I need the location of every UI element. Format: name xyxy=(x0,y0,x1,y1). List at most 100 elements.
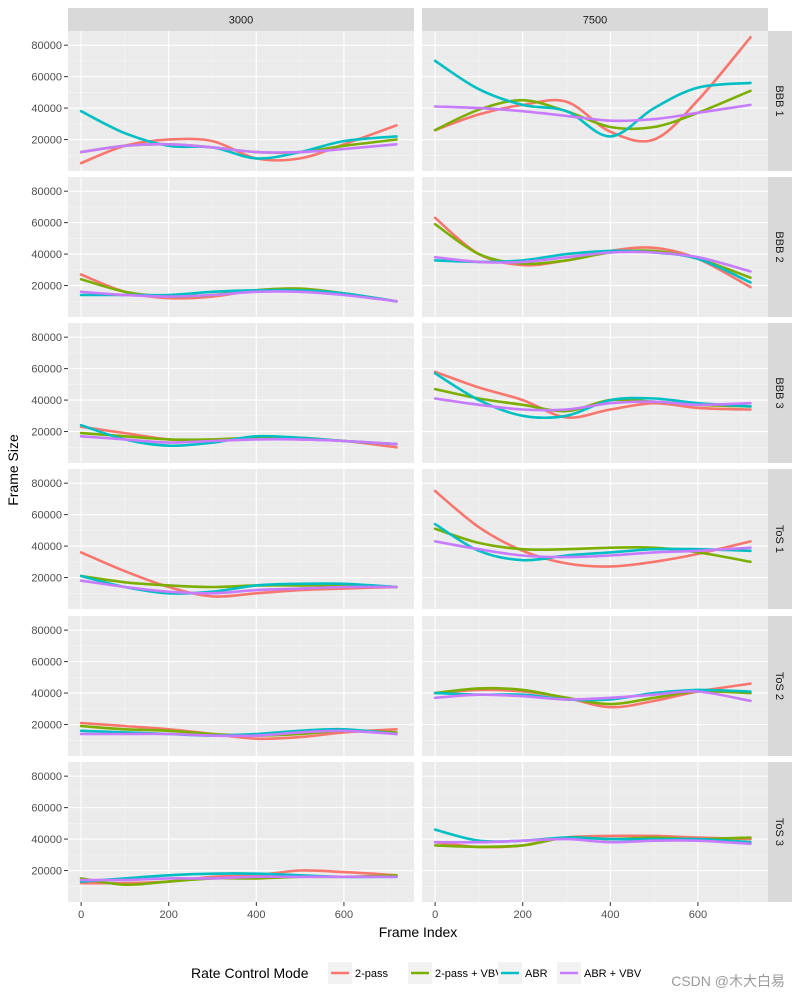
y-tick-label: 60000 xyxy=(31,803,62,815)
series-line-2-pass xyxy=(79,869,398,885)
x-tick-label: 0 xyxy=(78,909,84,921)
legend-item-2-pass: 2-pass xyxy=(328,962,389,984)
legend-label: ABR xyxy=(525,968,548,980)
panel-tos-1-7500 xyxy=(422,469,768,609)
row-strips: BBB 1 BBB 2 BBB 3 ToS 1 ToS 2 ToS 3 xyxy=(768,31,792,902)
panel-bbb-3-7500 xyxy=(422,323,768,463)
legend-label: ABR + VBV xyxy=(584,968,642,980)
y-tick-label: 20000 xyxy=(31,427,62,439)
row-strip-bbb-3 xyxy=(768,323,792,463)
panel-bbb-3-3000 xyxy=(68,323,414,463)
x-axis: 0 200 400 600 0 200 400 600 xyxy=(78,902,707,921)
y-axis: 20000 40000 60000 80000 20000 40000 60000 80000… xyxy=(31,40,68,878)
legend-item-abr: ABR xyxy=(498,962,548,984)
legend: Rate Control Mode 2-pass 2-pass + VBV ABR A… xyxy=(191,962,642,984)
row-strip-label: ToS 3 xyxy=(773,818,785,846)
row-strip-bbb-2 xyxy=(768,177,792,317)
column-strips: 3000 7500 xyxy=(68,8,768,31)
series-line-abr-vbv xyxy=(433,690,752,703)
y-tick-label: 80000 xyxy=(31,40,62,52)
column-strip-7500 xyxy=(422,8,768,31)
series-line-abr xyxy=(79,109,398,160)
legend-item-2-pass-vbv: 2-pass + VBV xyxy=(408,962,503,984)
legend-title: Rate Control Mode xyxy=(191,965,309,981)
series-line-abr-vbv xyxy=(433,250,752,273)
row-strip-label: ToS 2 xyxy=(773,672,785,700)
column-strip-label: 7500 xyxy=(583,15,607,27)
panel-tos-3-7500 xyxy=(422,762,768,902)
y-tick-label: 40000 xyxy=(31,541,62,553)
series-line-abr-vbv xyxy=(79,729,398,738)
panel-bbb-2-7500 xyxy=(422,177,768,317)
panel-background xyxy=(422,177,768,317)
row-strip-label: BBB 3 xyxy=(773,377,785,408)
x-tick-label: 200 xyxy=(160,909,178,921)
row-strip-label: ToS 1 xyxy=(773,525,785,553)
x-tick-label: 400 xyxy=(601,909,619,921)
series-line-abr-vbv xyxy=(79,435,398,446)
legend-item-abr-vbv: ABR + VBV xyxy=(557,962,642,984)
y-tick-label: 60000 xyxy=(31,218,62,230)
y-axis-title: Frame Size xyxy=(5,434,21,506)
panel-bbb-2-3000 xyxy=(68,177,414,317)
legend-label: 2-pass + VBV xyxy=(435,968,503,980)
panel-background xyxy=(422,31,768,171)
row-strip-label: BBB 1 xyxy=(773,85,785,116)
row-strip-bbb-1 xyxy=(768,31,792,171)
series-line-2-pass xyxy=(79,551,398,598)
legend-label: 2-pass xyxy=(355,968,389,980)
y-tick-label: 40000 xyxy=(31,688,62,700)
x-tick-label: 400 xyxy=(247,909,265,921)
y-tick-label: 80000 xyxy=(31,478,62,490)
series-line-abr-vbv xyxy=(433,837,752,846)
row-strip-tos-1 xyxy=(768,469,792,609)
series-line-abr-vbv xyxy=(79,579,398,595)
watermark: CSDN @木大白易 xyxy=(671,973,785,989)
series-line-abr-vbv xyxy=(79,290,398,303)
panel-tos-3-3000 xyxy=(68,762,414,902)
x-axis-title: Frame Index xyxy=(379,924,458,940)
series-line-2-pass xyxy=(433,370,752,419)
panel-background xyxy=(422,616,768,756)
y-tick-label: 80000 xyxy=(31,186,62,198)
column-strip-label: 3000 xyxy=(229,15,253,27)
y-tick-label: 60000 xyxy=(31,72,62,84)
y-tick-label: 20000 xyxy=(31,281,62,293)
panel-background xyxy=(422,323,768,463)
y-tick-label: 40000 xyxy=(31,395,62,407)
x-tick-label: 600 xyxy=(335,909,353,921)
panel-tos-2-3000 xyxy=(68,616,414,756)
y-tick-label: 40000 xyxy=(31,103,62,115)
x-tick-label: 200 xyxy=(514,909,532,921)
y-tick-label: 20000 xyxy=(31,866,62,878)
column-strip-3000 xyxy=(68,8,414,31)
y-tick-label: 60000 xyxy=(31,657,62,669)
series-line-2-pass-vbv xyxy=(79,574,398,589)
series-line-abr-vbv xyxy=(79,875,398,882)
row-strip-tos-3 xyxy=(768,762,792,902)
panel-tos-1-3000 xyxy=(68,469,414,609)
y-tick-label: 80000 xyxy=(31,771,62,783)
series-line-abr-vbv xyxy=(433,540,752,559)
series-line-abr xyxy=(433,372,752,420)
y-tick-label: 60000 xyxy=(31,364,62,376)
y-tick-label: 20000 xyxy=(31,720,62,732)
series-line-abr-vbv xyxy=(433,397,752,412)
y-tick-label: 40000 xyxy=(31,834,62,846)
series-line-abr xyxy=(433,59,752,138)
panel-background xyxy=(422,762,768,902)
panel-bbb-1-7500 xyxy=(422,31,768,171)
y-tick-label: 40000 xyxy=(31,249,62,261)
legend-entries: 2-pass 2-pass + VBV ABR ABR + VBV xyxy=(328,962,642,984)
x-tick-label: 600 xyxy=(689,909,707,921)
series-line-abr-vbv xyxy=(433,103,752,123)
x-tick-label: 0 xyxy=(432,909,438,921)
y-tick-label: 20000 xyxy=(31,135,62,147)
row-strip-tos-2 xyxy=(768,616,792,756)
y-tick-label: 80000 xyxy=(31,625,62,637)
y-tick-label: 20000 xyxy=(31,573,62,585)
panel-tos-2-7500 xyxy=(422,616,768,756)
series-line-2-pass xyxy=(433,489,752,568)
series-line-abr xyxy=(433,522,752,562)
